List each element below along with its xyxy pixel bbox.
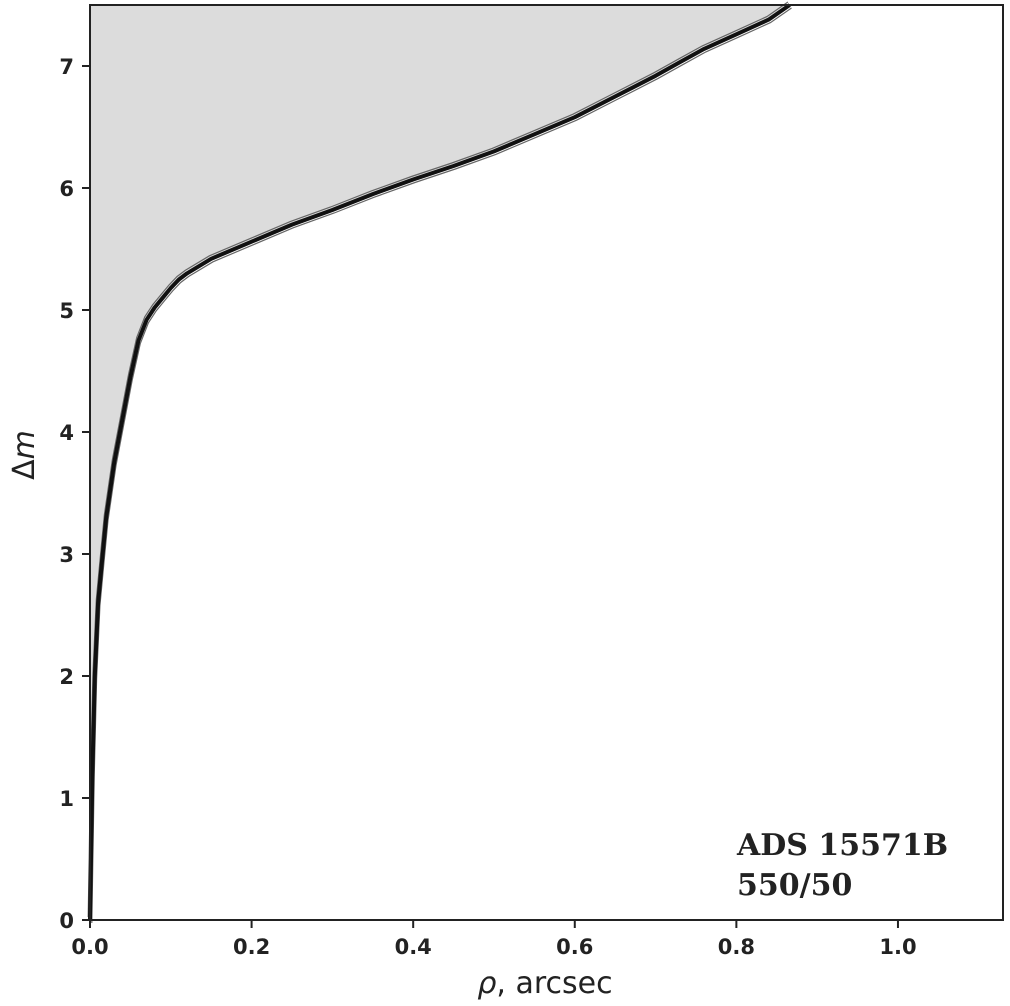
detection-limit-curve xyxy=(88,3,791,921)
x-tick-label: 0.4 xyxy=(395,935,432,959)
x-axis-label: ρ, arcsec xyxy=(477,966,612,1001)
y-tick-label: 3 xyxy=(59,543,74,567)
filter-annotation: 550/50 xyxy=(737,868,852,903)
uncertainty-band-line xyxy=(91,7,792,924)
y-axis-variable: m xyxy=(7,430,42,459)
x-tick-label: 0.2 xyxy=(233,935,270,959)
star-name-annotation: ADS 15571B xyxy=(736,828,948,863)
y-tick-label: 5 xyxy=(59,299,74,323)
y-tick-label: 2 xyxy=(59,665,74,689)
y-axis-delta: Δ xyxy=(7,459,42,480)
x-tick-label: 0.8 xyxy=(718,935,755,959)
x-axis-unit: , arcsec xyxy=(496,966,612,1001)
excluded-region-fill xyxy=(90,5,790,920)
y-tick-label: 0 xyxy=(59,909,74,933)
x-tick-label: 0.0 xyxy=(71,935,108,959)
plot-frame xyxy=(89,4,1004,921)
x-tick-label: 0.6 xyxy=(556,935,593,959)
y-tick-label: 7 xyxy=(59,55,74,79)
y-tick-label: 6 xyxy=(59,177,74,201)
uncertainty-band-line xyxy=(87,1,789,918)
y-tick-label: 1 xyxy=(59,787,74,811)
x-tick-label: 1.0 xyxy=(879,935,916,959)
x-axis-symbol: ρ xyxy=(477,966,496,1001)
y-tick-label: 4 xyxy=(59,421,74,445)
plot-area xyxy=(87,1,792,924)
y-axis-label: Δm xyxy=(7,430,42,480)
axis-ticks: 0.0 0.2 0.4 0.6 0.8 1.0 0 1 2 3 4 5 6 7 xyxy=(59,55,916,959)
